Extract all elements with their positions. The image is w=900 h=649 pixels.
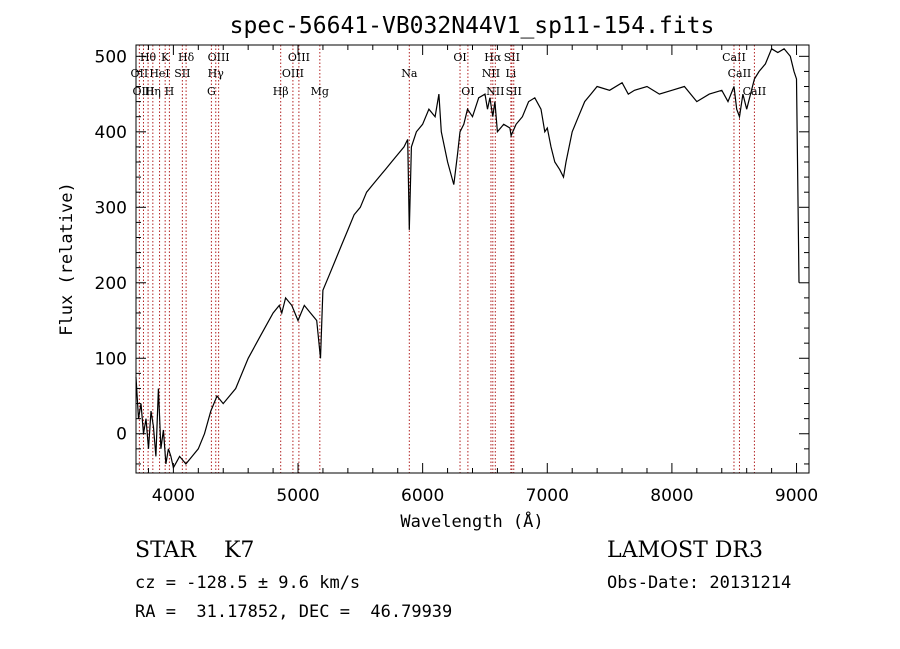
line-markers: Hθ OII OIII K HeI Hη H SII Hδ OIII Hγ G Hβ OIII OIII Mg…	[131, 45, 767, 473]
line-label-15: Mg	[311, 85, 329, 98]
line-label-2: OIII	[132, 85, 154, 98]
survey-name: LAMOST DR3	[607, 538, 763, 563]
line-label-24: SII	[506, 85, 522, 98]
y-tick-label-400: 400	[95, 123, 127, 143]
line-label-26: CaII	[728, 67, 752, 80]
redshift-cz: cz = -128.5 ± 9.6 km/s	[135, 573, 361, 593]
axis-ticks: 4000 5000 6000 7000 8000 9000 0 100 200 300 400 500	[95, 45, 818, 506]
line-label-17: OI	[453, 51, 466, 64]
line-label-10: Hγ	[208, 67, 225, 80]
x-tick-label-7000: 7000	[526, 486, 569, 506]
line-label-1: OII	[131, 67, 149, 80]
line-label-12: Hβ	[273, 85, 289, 98]
line-label-14: OIII	[288, 51, 310, 64]
x-tick-label-5000: 5000	[276, 486, 319, 506]
line-label-25: CaII	[722, 51, 746, 64]
line-label-6: H	[165, 85, 175, 98]
line-label-19: Hα	[484, 51, 502, 64]
y-axis-label: Flux (relative)	[57, 182, 77, 336]
x-tick-label-6000: 6000	[401, 486, 444, 506]
line-label-18: OI	[461, 85, 474, 98]
y-tick-label-0: 0	[116, 425, 127, 445]
line-label-23: Li	[505, 67, 516, 80]
y-tick-label-100: 100	[95, 349, 127, 369]
y-tick-label-200: 200	[95, 274, 127, 294]
obs-date: Obs-Date: 20131214	[607, 573, 792, 593]
ra-dec: RA = 31.17852, DEC = 46.79939	[135, 602, 453, 622]
y-tick-label-300: 300	[95, 198, 127, 218]
line-label-20: NII	[482, 67, 500, 80]
subclass: K7	[223, 538, 255, 563]
line-label-3: K	[161, 51, 170, 64]
plot-frame	[135, 44, 810, 474]
line-label-21: NII	[486, 85, 504, 98]
line-label-7: SII	[174, 67, 190, 80]
class-type: STAR	[135, 538, 196, 563]
spectrum-series	[135, 47, 800, 470]
line-label-16: Na	[401, 67, 418, 80]
line-label-22: SII	[504, 51, 520, 64]
object-class: STAR K7	[135, 538, 254, 563]
spectrum-line	[135, 47, 800, 470]
chart-title: spec-56641-VB032N44V1_sp11-154.fits	[230, 13, 715, 39]
line-label-13: OIII	[282, 67, 304, 80]
line-label-0: Hθ	[140, 51, 157, 64]
x-axis-label: Wavelength (Å)	[400, 510, 543, 532]
line-label-27: CaII	[743, 85, 767, 98]
x-tick-label-9000: 9000	[775, 486, 818, 506]
line-label-11: G	[207, 85, 216, 98]
y-tick-label-500: 500	[95, 47, 127, 67]
line-label-4: HeI	[149, 67, 169, 80]
x-tick-label-4000: 4000	[152, 486, 195, 506]
line-label-9: OIII	[208, 51, 230, 64]
x-tick-label-8000: 8000	[650, 486, 693, 506]
line-label-8: Hδ	[178, 51, 195, 64]
line-label-5: Hη	[145, 85, 161, 98]
